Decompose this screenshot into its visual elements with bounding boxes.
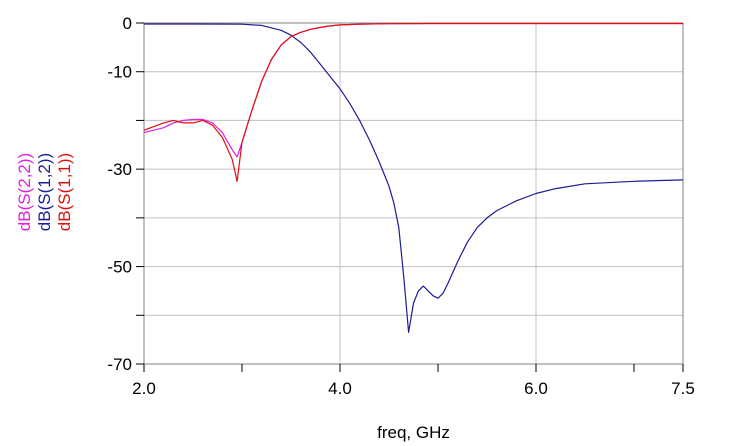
series-line bbox=[144, 23, 684, 333]
series-line bbox=[143, 22, 683, 158]
y-tick-label: 0 bbox=[123, 14, 132, 33]
plot-frame bbox=[143, 22, 684, 365]
y-tick-labels: 0 -10 -30 -50 -70 bbox=[107, 14, 132, 374]
x-tick-label: 4.0 bbox=[328, 379, 352, 398]
legend-entry: dB(S(2,2)) bbox=[15, 153, 34, 231]
x-tick-label: 2.0 bbox=[132, 379, 156, 398]
y-tick-label: -30 bbox=[107, 160, 132, 179]
y-tick-label: -10 bbox=[107, 63, 132, 82]
x-tick-label: 6.0 bbox=[524, 379, 548, 398]
y-axis-legend: dB(S(2,2)) dB(S(1,2)) dB(S(1,1)) bbox=[15, 153, 74, 231]
series-lines bbox=[143, 22, 684, 333]
axis-ticks bbox=[136, 22, 684, 372]
x-axis-label: freq, GHz bbox=[377, 423, 450, 442]
y-tick-label: -70 bbox=[107, 355, 132, 374]
legend-entry: dB(S(1,1)) bbox=[55, 153, 74, 231]
series-line bbox=[143, 22, 683, 182]
legend-entry: dB(S(1,2)) bbox=[35, 153, 54, 231]
grid bbox=[144, 23, 683, 364]
x-tick-label: 7.5 bbox=[671, 379, 695, 398]
y-tick-label: -50 bbox=[107, 258, 132, 277]
x-tick-labels: 2.0 4.0 6.0 7.5 bbox=[132, 379, 695, 398]
